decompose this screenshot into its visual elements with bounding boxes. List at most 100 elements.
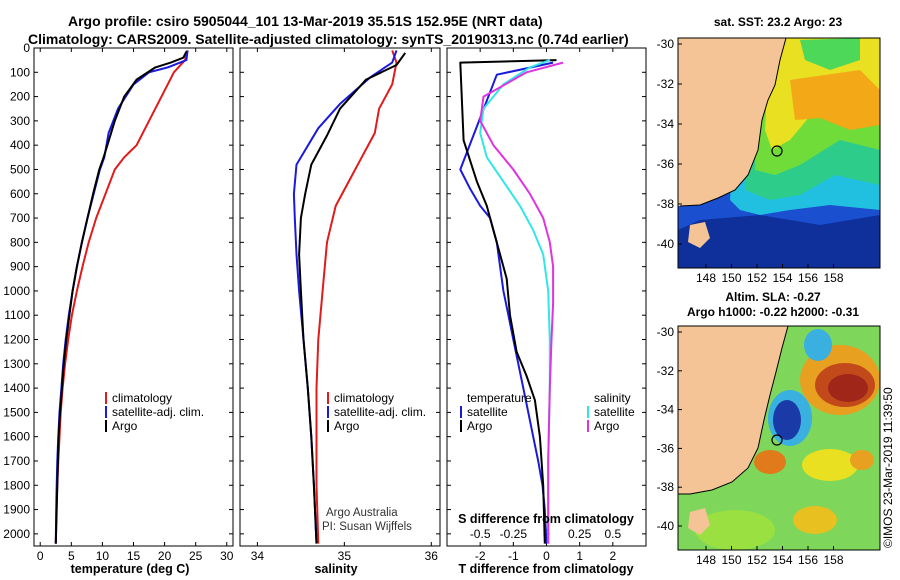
difference-axis-label: T difference from climatology [458, 562, 633, 576]
sla-island [688, 508, 710, 535]
sst-land [678, 38, 786, 206]
series-line-climatology [315, 50, 398, 544]
difference-panel [446, 47, 647, 547]
map-lat-label: -40 [657, 237, 675, 251]
depth-tick-label: 1100 [4, 308, 30, 322]
sla-lightgreen-south [695, 510, 775, 550]
s-diff-tick-label: 0.25 [568, 527, 592, 541]
temperature-series [54, 50, 189, 544]
depth-tick-label: 1400 [3, 381, 30, 395]
depth-tick-label: 100 [10, 65, 30, 79]
sst-zone-orange [790, 70, 880, 130]
s-difference-axis-label: S difference from climatology [458, 512, 634, 526]
sla-map-frame [677, 325, 881, 551]
sst-coastline [679, 38, 787, 207]
map-lat-label: -34 [657, 403, 675, 417]
sla-cold-core [773, 400, 801, 440]
argo-position-marker [771, 434, 783, 446]
sst-map [678, 38, 880, 268]
map-lon-label: 150 [721, 553, 741, 567]
sla-map-title2: Argo h1000: -0.22 h2000: -0.31 [687, 305, 859, 319]
credit-line2: PI: Susan Wijffels [322, 521, 412, 533]
map-lat-label: -30 [657, 325, 675, 339]
x-tick-label: 2 [609, 549, 616, 563]
temperature-legend: climatology satellite-adj. clim. Argo [105, 391, 204, 433]
depth-axis: 0 100 200 300 400 500 600 700 800 900 1000 1100 1200… [3, 41, 646, 541]
difference-series [459, 59, 564, 544]
x-tick-label: -2 [475, 549, 486, 563]
sst-patch-green [800, 38, 860, 70]
map-lon-label: 152 [747, 553, 767, 567]
sst-map-axes: -30 -32 -34 -36 -38 -40 148 150 152 154 156 158 [657, 37, 844, 285]
map-lon-label: 156 [798, 553, 818, 567]
depth-tick-label: 700 [10, 211, 30, 225]
s-diff-tick-label: -0.25 [500, 527, 528, 541]
legend-argo: Argo [334, 419, 360, 433]
map-lat-label: -34 [657, 117, 675, 131]
depth-tick-label: 600 [10, 187, 30, 201]
sst-map-frame [677, 37, 881, 269]
map-lat-label: -32 [657, 77, 675, 91]
series-line-argo [298, 52, 407, 544]
depth-tick-label: 1300 [3, 357, 30, 371]
series-line-temperature-argo [459, 59, 557, 544]
x-tick-label: 20 [158, 549, 172, 563]
temperature-panel [33, 47, 234, 547]
map-lat-label: -30 [657, 37, 675, 51]
s-diff-tick-label: -0.5 [470, 527, 491, 541]
sla-map-axes: -30 -32 -34 -36 -38 -40 148 150 152 154 156 158 [657, 325, 844, 567]
x-tick-label: 1 [576, 549, 583, 563]
sla-coastline [678, 326, 789, 495]
sla-cold-north [804, 329, 832, 361]
argo-position-marker [771, 145, 783, 157]
map-lon-label: 158 [823, 553, 843, 567]
legend-t-satellite: satellite [467, 405, 508, 419]
sst-map-title: sat. SST: 23.2 Argo: 23 [714, 15, 843, 29]
series-line-salinity-argo [479, 61, 564, 544]
x-tick-label: 10 [96, 549, 110, 563]
depth-tick-label: 1600 [3, 430, 30, 444]
depth-tick-label: 500 [10, 162, 30, 176]
map-lat-label: -36 [657, 157, 675, 171]
credit-line1: Argo Australia [326, 507, 398, 519]
series-line-temperature-satellite [459, 61, 554, 544]
depth-tick-label: 1000 [3, 284, 30, 298]
legend-climatology: climatology [112, 391, 172, 405]
map-lat-label: -40 [657, 519, 675, 533]
sla-yellow-south [793, 506, 837, 534]
map-lat-label: -32 [657, 364, 675, 378]
depth-tick-label: 1200 [3, 333, 30, 347]
legend-s-satellite: satellite [594, 405, 635, 419]
legend-climatology: climatology [334, 391, 394, 405]
sla-warm-west [754, 450, 786, 474]
depth-tick-label: 900 [10, 260, 30, 274]
difference-legend: temperature satellite Argo salinity sate… [460, 391, 635, 433]
depth-tick-label: 800 [10, 235, 30, 249]
sla-warm-east [850, 450, 874, 470]
x-tick-label: 36 [425, 549, 439, 563]
x-tick-label: 5 [68, 549, 75, 563]
map-lon-label: 154 [772, 553, 792, 567]
x-tick-label: 34 [251, 549, 265, 563]
map-lon-label: 154 [772, 271, 792, 285]
figure-title-line2: Climatology: CARS2009. Satellite-adjuste… [28, 31, 629, 47]
depth-tick-label: 1900 [3, 503, 30, 517]
depth-tick-label: 200 [10, 90, 30, 104]
salinity-legend: climatology satellite-adj. clim. Argo Ar… [322, 391, 426, 533]
sla-land [678, 326, 788, 494]
series-line-argo [54, 51, 188, 544]
sla-yellow [802, 449, 858, 481]
legend-satellite: satellite-adj. clim. [334, 405, 426, 419]
depth-tick-label: 400 [10, 138, 30, 152]
figure-title-line1: Argo profile: csiro 5905044_101 13-Mar-2… [68, 13, 543, 29]
legend-salinity-title: salinity [594, 391, 631, 405]
legend-s-argo: Argo [594, 419, 620, 433]
salinity-panel [239, 47, 441, 547]
map-lon-label: 156 [798, 271, 818, 285]
sla-map-title1: Altim. SLA: -0.27 [725, 290, 821, 304]
x-tick-label: 0 [37, 549, 44, 563]
legend-t-argo: Argo [467, 419, 493, 433]
sla-map [678, 326, 880, 550]
x-tick-label: 0 [543, 549, 550, 563]
